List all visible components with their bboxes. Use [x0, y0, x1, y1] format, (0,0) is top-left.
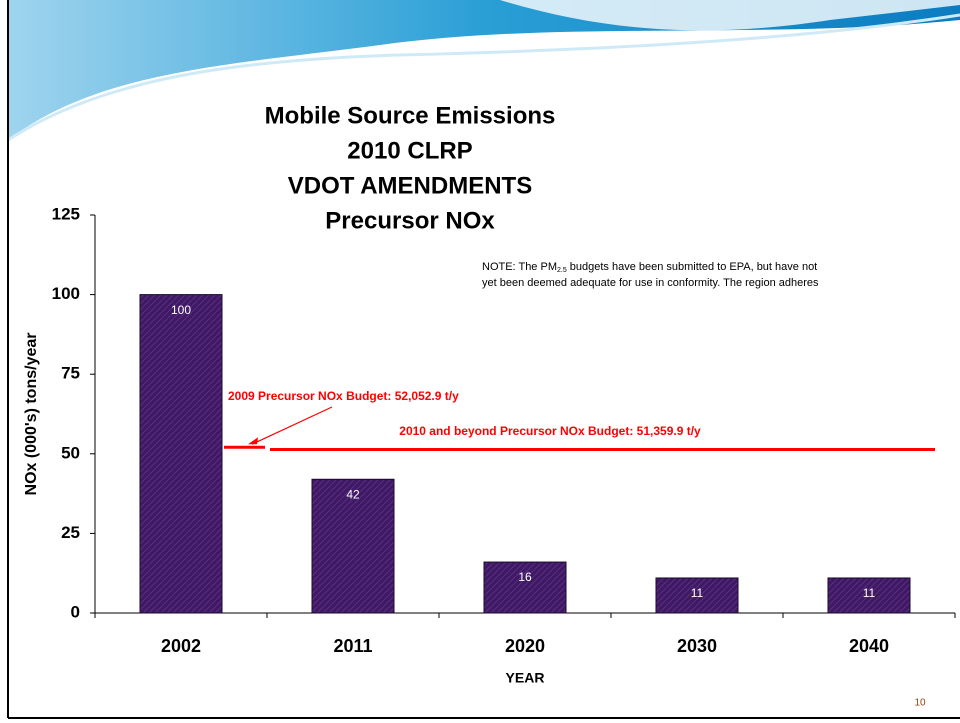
header-wave	[8, 0, 960, 140]
chart-title: Precursor NOx	[325, 207, 495, 234]
header-wave-highlight	[500, 0, 960, 31]
y-tick-label: 125	[52, 204, 80, 223]
y-tick-label: 25	[61, 523, 80, 542]
bar	[139, 294, 223, 614]
chart-title: 2010 CLRP	[347, 137, 472, 164]
value-label: 16	[518, 570, 532, 584]
value-label: 42	[346, 487, 360, 501]
x-tick-label: 2002	[161, 636, 201, 656]
y-tick-label: 100	[52, 284, 80, 303]
bar	[655, 577, 739, 614]
chart-title: VDOT AMENDMENTS	[288, 172, 532, 199]
budget-label: 2009 Precursor NOx Budget: 52,052.9 t/y	[228, 389, 459, 403]
bar	[827, 577, 911, 614]
arrow-head	[248, 437, 258, 445]
value-label: 100	[171, 303, 191, 317]
page-number: 10	[914, 698, 926, 709]
y-tick-label: 50	[61, 443, 80, 462]
value-label: 11	[691, 586, 704, 600]
budget-label: 2010 and beyond Precursor NOx Budget: 51…	[399, 424, 701, 438]
x-axis-title: YEAR	[506, 670, 545, 686]
x-tick-label: 2030	[677, 636, 717, 656]
bar	[311, 478, 395, 614]
chart-title: Mobile Source Emissions	[265, 102, 556, 129]
x-tick-label: 2020	[505, 636, 545, 656]
x-tick-label: 2040	[849, 636, 889, 656]
y-tick-label: 0	[71, 602, 80, 621]
x-tick-label: 2011	[333, 636, 372, 656]
y-tick-label: 75	[61, 364, 80, 383]
arrow-shaft	[251, 406, 333, 445]
y-axis-title: NOx (000's) tons/year	[23, 333, 40, 496]
bar	[483, 561, 567, 614]
note: NOTE: The PM2.5 budgets have been submit…	[482, 261, 820, 289]
value-label: 11	[863, 586, 876, 600]
header-wave-line	[7, 13, 960, 142]
